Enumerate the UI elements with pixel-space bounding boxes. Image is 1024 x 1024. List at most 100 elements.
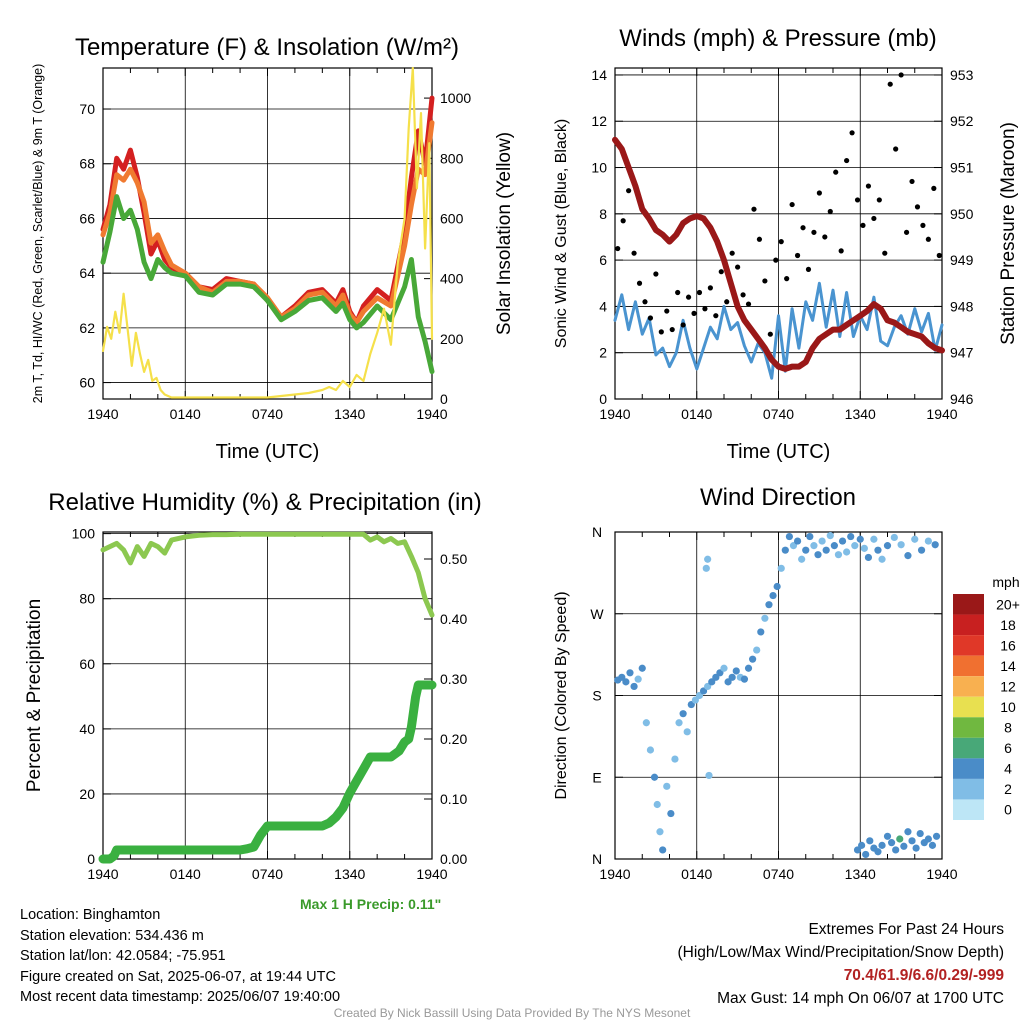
colorbar-title: mph	[992, 574, 1019, 590]
wind-direction-point	[896, 835, 904, 843]
wind-direction-point	[924, 835, 932, 843]
x-tick-label: 0140	[170, 406, 201, 422]
gust-point	[914, 204, 921, 210]
y-tick-label-right: 600	[440, 210, 464, 226]
y-tick-label: 40	[79, 721, 95, 737]
gust-point	[871, 215, 877, 222]
x-tick-label: 1940	[926, 866, 957, 882]
gust-point	[805, 266, 812, 272]
chart-title: Temperature (F) & Insolation (W/m²)	[75, 34, 459, 61]
wind-direction-point	[806, 532, 814, 541]
x-tick-label: 0140	[681, 406, 712, 422]
station-latlon: Station lat/lon: 42.0584; -75.951	[20, 948, 226, 964]
wind-direction-point	[765, 601, 773, 609]
wind-direction-point	[720, 664, 728, 672]
gust-point	[751, 206, 757, 212]
gust-point	[794, 252, 801, 259]
gust-point	[631, 250, 637, 256]
gust-point	[675, 289, 681, 296]
gust-point	[789, 201, 795, 208]
y-tick-label: 70	[79, 101, 95, 117]
x-axis-label: Time (UTC)	[216, 441, 320, 463]
gust-point	[931, 185, 937, 191]
colorbar-label: 0	[1004, 802, 1012, 818]
x-tick-label: 0740	[252, 866, 283, 882]
y-tick-label-right: 200	[440, 331, 464, 347]
y-tick-label: 64	[79, 265, 95, 281]
station-elevation: Station elevation: 534.436 m	[20, 927, 204, 944]
y-axis-label: 2m T, Td, HI/WC (Red, Green, Scarlet/Blu…	[31, 64, 45, 403]
gust-point	[647, 315, 654, 321]
colorbar-label: 8	[1004, 720, 1012, 736]
y-tick-label: N	[592, 524, 602, 540]
colorbar-swatch	[953, 799, 984, 820]
y-tick-label-right: 0.30	[440, 671, 467, 687]
wind-direction-point	[878, 841, 886, 849]
gust-point	[816, 190, 822, 196]
wind-direction-point	[856, 535, 864, 543]
wind-direction-point	[883, 542, 892, 550]
gust-point	[691, 310, 697, 316]
wind-direction-point	[822, 546, 830, 554]
x-tick-label: 1340	[845, 406, 876, 422]
wind-direction-point	[761, 614, 769, 622]
wind-direction-point	[830, 542, 838, 550]
x-tick-label: 1340	[845, 866, 876, 882]
wind-direction-point	[732, 667, 740, 675]
wind-direction-point	[683, 728, 691, 736]
gust-point	[756, 236, 763, 242]
colorbar-label: 16	[1000, 637, 1016, 653]
station-info: Location: Binghamton Station elevation: …	[20, 905, 340, 1008]
gust-point	[849, 130, 855, 136]
colorbar-swatch	[953, 614, 984, 636]
wind-direction-point	[634, 675, 642, 683]
extremes-title: Extremes For Past 24 Hours	[808, 921, 1004, 938]
wind-direction-point	[653, 800, 661, 809]
gust-point	[620, 218, 626, 224]
wind-direction-point	[810, 542, 818, 550]
y-tick-label-right: 0.10	[440, 791, 467, 807]
wind-direction-point	[638, 664, 646, 672]
y-tick-label: 0	[599, 391, 607, 407]
gust-point	[767, 331, 773, 337]
y-axis-label-right: Solar Insolation (Yellow)	[494, 132, 515, 335]
gust-point	[642, 299, 648, 305]
x-tick-label: 1940	[416, 866, 447, 882]
wind-direction-point	[916, 829, 924, 838]
colorbar-label: 6	[1004, 740, 1012, 756]
wind-direction-point	[900, 842, 908, 850]
wind-direction-point	[642, 719, 650, 727]
wind-direction-point	[667, 809, 675, 818]
gust-point	[685, 294, 692, 300]
gust-point	[729, 250, 735, 256]
y-tick-label-right: 946	[950, 391, 974, 407]
gust-point	[903, 229, 910, 235]
gust-point	[745, 301, 752, 307]
colorbar-swatch	[953, 778, 984, 800]
gust-point	[707, 285, 713, 291]
wind-direction-point	[932, 832, 941, 840]
gust-point	[822, 234, 828, 240]
max-precip-note: Max 1 H Precip: 0.11"	[300, 896, 442, 912]
wind-direction-point	[847, 532, 855, 541]
wind-direction-point	[890, 533, 898, 542]
wind-direction-point	[659, 846, 667, 854]
x-tick-label: 1940	[87, 406, 118, 422]
wind-direction-point	[917, 546, 926, 554]
wind-direction-point	[892, 846, 900, 854]
y-tick-label-right: 950	[950, 206, 974, 222]
wind-direction-point	[904, 828, 912, 836]
x-axis-label: Time (UTC)	[727, 441, 831, 463]
series-line-station-pressure	[612, 136, 945, 372]
colorbar-label: 18	[1000, 617, 1016, 633]
y-tick-label: 68	[79, 156, 95, 172]
gust-point	[669, 326, 675, 333]
wind-direction-point	[818, 537, 826, 545]
y-tick-label-right: 0.40	[440, 611, 467, 627]
gust-point	[909, 178, 915, 185]
wind-direction-point	[793, 537, 802, 545]
wind-direction-point	[904, 552, 912, 560]
gust-point	[702, 306, 708, 312]
gust-point	[920, 222, 926, 228]
y-tick-label-right: 0.20	[440, 731, 467, 747]
